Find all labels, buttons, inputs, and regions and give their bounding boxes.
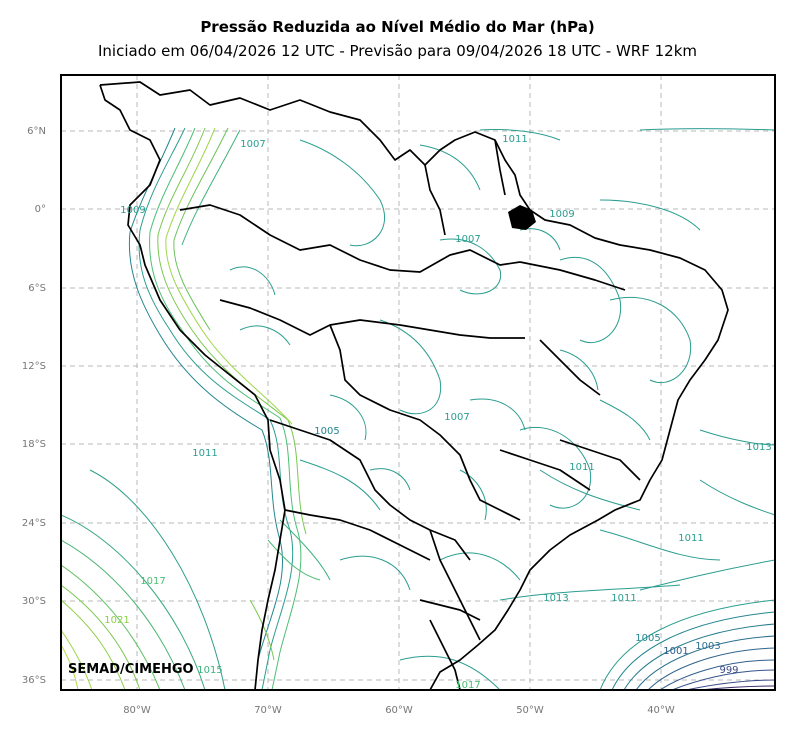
lat-tick: 30°S (22, 596, 46, 607)
isobar-label: 1017 (455, 680, 480, 691)
longitude-labels: 80°W 70°W 60°W 50°W 40°W (123, 705, 675, 716)
lat-tick: 36°S (22, 675, 46, 686)
isobar-labels: 1007 1011 1009 1007 1009 1011 1007 1011 … (104, 134, 771, 691)
lon-tick: 40°W (647, 705, 675, 716)
latitude-labels: 6°N 0° 6°S 12°S 18°S 24°S 30°S 36°S (22, 126, 46, 686)
map-frame (60, 74, 776, 691)
isobars-low-southeast (599, 599, 775, 690)
lon-tick: 80°W (123, 705, 151, 716)
lat-tick: 6°N (27, 126, 46, 137)
isobar-label: 1011 (611, 593, 636, 604)
map-title: Pressão Reduzida ao Nível Médio do Mar (… (200, 18, 595, 36)
isobars-andes (128, 127, 331, 690)
lon-tick: 50°W (516, 705, 544, 716)
isobar-label: 1007 (455, 234, 480, 245)
isobar-label: 1015 (197, 665, 222, 676)
lon-tick: 60°W (385, 705, 413, 716)
graticule (61, 75, 775, 690)
isobar-label: 1007 (444, 412, 469, 423)
lat-tick: 6°S (28, 283, 46, 294)
isobars-high-southwest (61, 469, 226, 690)
isobar-label: 1005 (314, 426, 339, 437)
isobar-label: 1003 (695, 641, 720, 652)
isobar-label: 1011 (502, 134, 527, 145)
isobar-label: 1011 (569, 462, 594, 473)
credit-label: SEMAD/CIMEHGO (68, 662, 194, 677)
lat-tick: 24°S (22, 518, 46, 529)
marajo-island (508, 205, 536, 230)
isobar-label: 1009 (549, 209, 574, 220)
isobar-label: 1013 (543, 593, 568, 604)
isobar-label: 1005 (635, 633, 660, 644)
map-content (61, 75, 775, 690)
isobars-interior (229, 128, 775, 690)
country-borders (99, 81, 729, 690)
isobar-label: 1011 (192, 448, 217, 459)
lat-tick: 18°S (22, 439, 46, 450)
isobar-label: 999 (719, 665, 738, 676)
isobar-label: 1021 (104, 615, 129, 626)
isobar-label: 1011 (678, 533, 703, 544)
isobar-label: 1007 (240, 139, 265, 150)
lon-tick: 70°W (254, 705, 282, 716)
lat-tick: 0° (35, 204, 46, 215)
map-subtitle: Iniciado em 06/04/2026 12 UTC - Previsão… (97, 42, 698, 60)
isobar-label: 1001 (663, 646, 688, 657)
isobar-label: 1017 (140, 576, 165, 587)
lat-tick: 12°S (22, 361, 46, 372)
isobar-label: 1013 (746, 442, 771, 453)
isobar-label: 1009 (120, 205, 145, 216)
